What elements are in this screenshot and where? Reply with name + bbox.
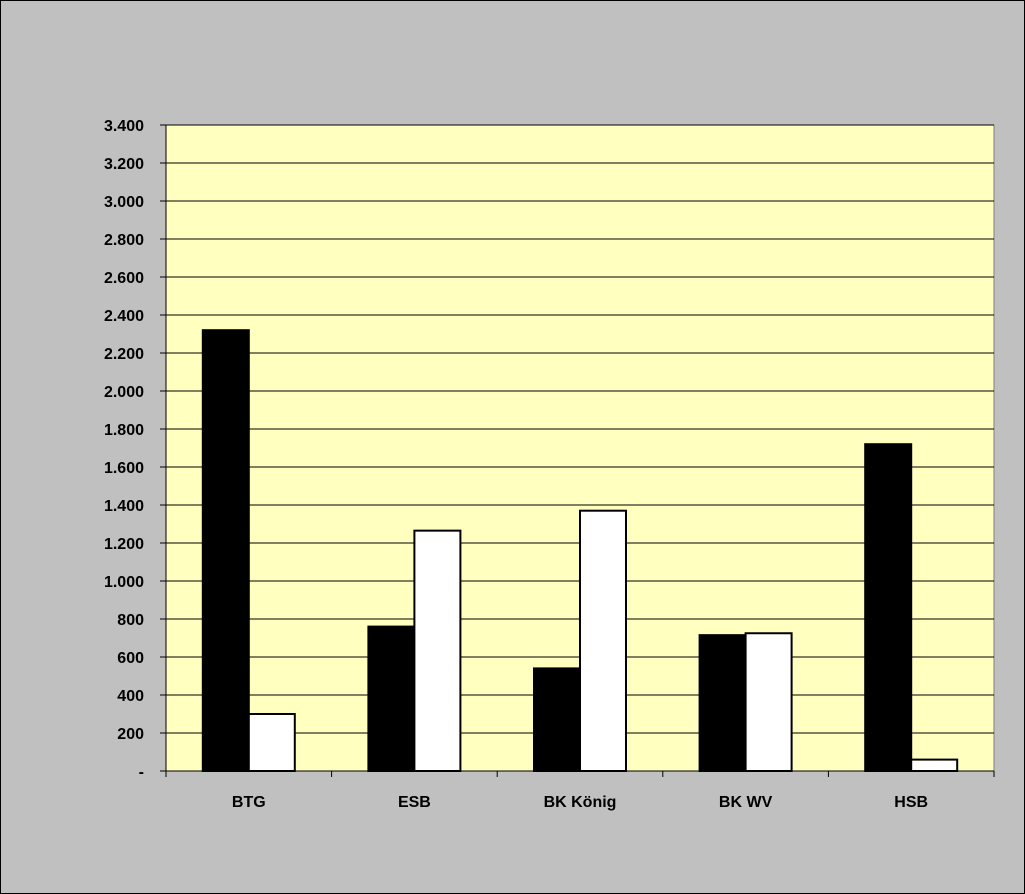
- y-tick-label: 600: [117, 650, 144, 667]
- y-tick-label: 400: [117, 688, 144, 705]
- bar-2: [247, 713, 296, 772]
- bar-1: [864, 443, 913, 772]
- y-tick-label: 200: [117, 726, 144, 743]
- x-tick-label: HSB: [894, 794, 928, 811]
- bar-2: [744, 632, 793, 772]
- x-tick-label: BTG: [232, 794, 266, 811]
- y-tick-label: -: [139, 764, 144, 781]
- y-tick-label: 1.400: [104, 498, 144, 515]
- bar-2: [579, 509, 627, 772]
- bar-2: [413, 529, 462, 773]
- y-tick-label: 800: [117, 612, 144, 629]
- x-tick-label: BK König: [544, 794, 617, 811]
- bar-1: [367, 625, 416, 772]
- y-tick-label: 2.600: [104, 270, 144, 287]
- y-tick-label: 3.400: [104, 118, 144, 135]
- bar-1: [201, 329, 250, 772]
- bar-1: [533, 667, 581, 773]
- y-tick-label: 2.800: [104, 232, 144, 249]
- x-tick-label: ESB: [398, 794, 431, 811]
- y-tick-label: 1.600: [104, 460, 144, 477]
- x-tick-label: BK WV: [719, 794, 773, 811]
- y-tick-label: 2.200: [104, 346, 144, 363]
- y-tick-label: 1.800: [104, 422, 144, 439]
- y-tick-label: 1.000: [104, 574, 144, 591]
- y-tick-label: 2.400: [104, 308, 144, 325]
- y-tick-label: 3.000: [104, 194, 144, 211]
- y-tick-label: 1.200: [104, 536, 144, 553]
- y-tick-label: 2.000: [104, 384, 144, 401]
- y-tick-label: 3.200: [104, 156, 144, 173]
- bar-1: [698, 634, 747, 773]
- bar-2: [910, 758, 959, 772]
